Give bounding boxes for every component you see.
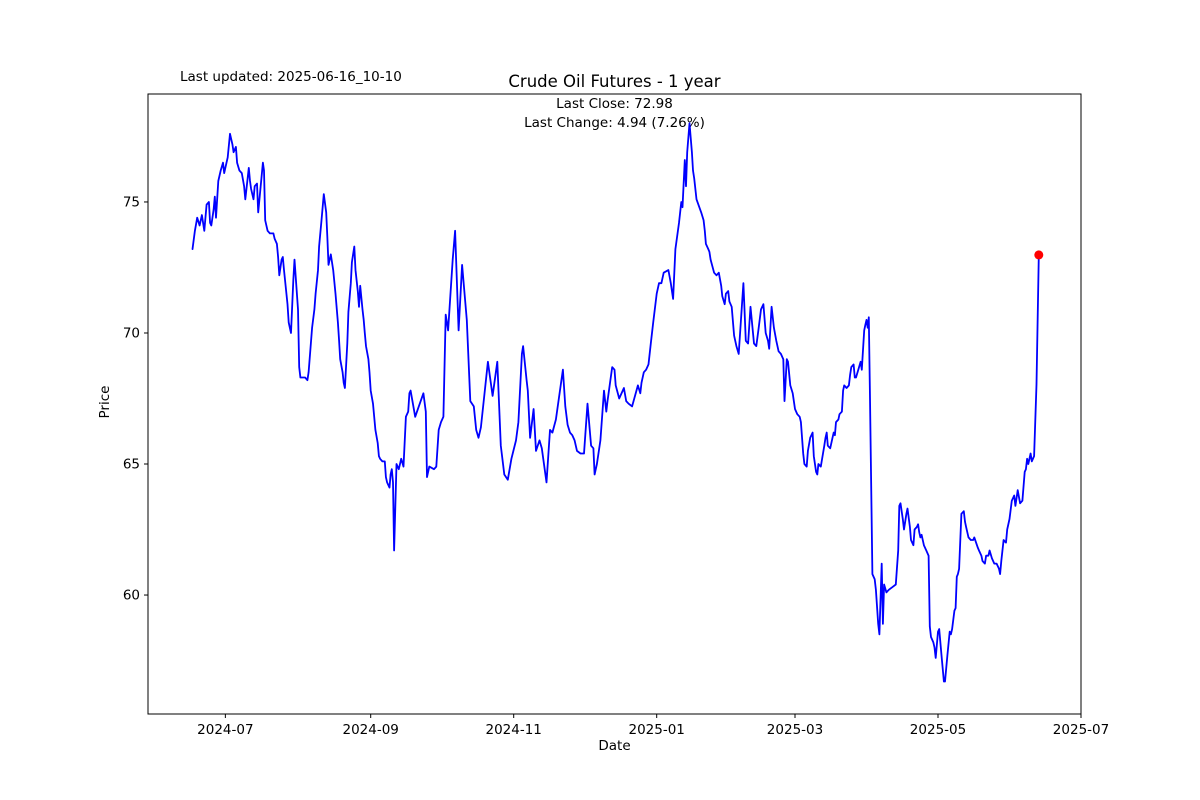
axis-ticks — [144, 201, 1082, 718]
y-tick-label: 60 — [123, 588, 140, 604]
axes-frame — [147, 93, 1082, 715]
last-close-annotation: Last Close: 72.98 — [556, 96, 673, 112]
axis-tick-labels: 2024-07 2024-09 2024-11 2025-01 2025-03 2025-… — [123, 194, 1109, 738]
chart-title: Crude Oil Futures - 1 year — [508, 72, 721, 91]
x-axis-label: Date — [598, 738, 631, 754]
x-tick-label: 2025-05 — [910, 722, 966, 738]
last-updated-label: Last updated: 2025-06-16_10-10 — [180, 69, 402, 85]
y-axis-label: Price — [97, 385, 113, 419]
x-tick-label: 2025-01 — [628, 722, 684, 738]
x-tick-label: 2025-03 — [767, 722, 823, 738]
x-tick-label: 2024-07 — [197, 722, 253, 738]
x-tick-label: 2024-09 — [342, 722, 398, 738]
x-tick-label: 2025-07 — [1053, 722, 1109, 738]
last-price-marker — [1034, 250, 1044, 260]
y-tick-label: 70 — [123, 325, 140, 341]
y-tick-label: 75 — [123, 194, 140, 210]
price-line — [191, 122, 1040, 683]
y-tick-label: 65 — [123, 457, 140, 473]
last-change-annotation: Last Change: 4.94 (7.26%) — [524, 115, 705, 131]
x-tick-label: 2024-11 — [485, 722, 541, 738]
